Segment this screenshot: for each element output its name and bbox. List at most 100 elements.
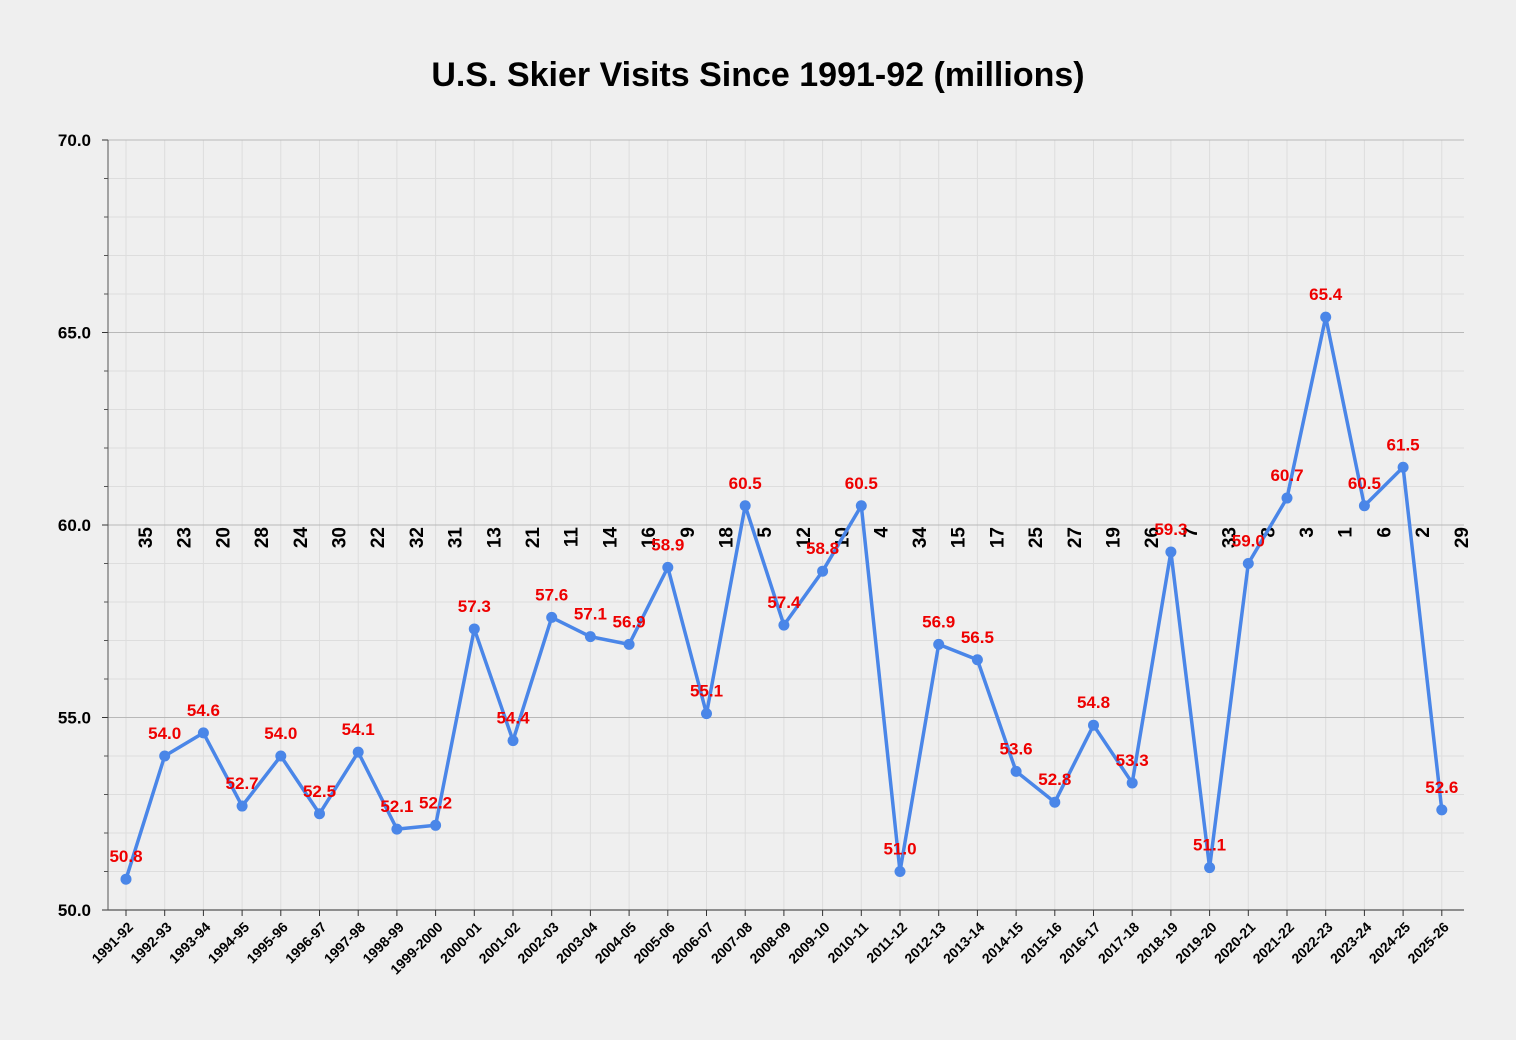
x-tick-label: 2019-20	[1172, 919, 1220, 967]
data-label: 59.3	[1154, 520, 1187, 539]
data-point	[546, 611, 558, 623]
x-tick-label: 2010-11	[824, 919, 871, 966]
x-tick-label: 2003-04	[553, 919, 601, 967]
rank-label: 18	[717, 527, 738, 548]
data-label: 52.1	[380, 797, 413, 816]
data-point	[1281, 492, 1293, 504]
y-tick-label: 50.0	[58, 901, 91, 920]
y-tick-label: 70.0	[58, 131, 91, 150]
data-label: 52.5	[303, 782, 336, 801]
data-label: 51.1	[1193, 836, 1226, 855]
x-tick-label: 1992-93	[127, 919, 175, 967]
data-point	[584, 631, 596, 643]
x-tick-label: 2025-26	[1404, 919, 1452, 967]
data-point	[1126, 777, 1138, 789]
data-label: 57.1	[574, 605, 607, 624]
rank-label: 16	[639, 527, 660, 548]
data-label: 54.0	[148, 724, 181, 743]
data-point	[159, 750, 171, 762]
x-tick-label: 1996-97	[282, 919, 330, 967]
x-tick-label: 1993-94	[166, 919, 214, 967]
x-tick-label: 2018-19	[1133, 919, 1181, 967]
x-tick-label: 2016-17	[1056, 919, 1104, 967]
data-point	[120, 873, 132, 885]
data-label: 56.5	[961, 628, 994, 647]
x-tick-label: 2005-06	[630, 919, 678, 967]
x-tick-label: 1994-95	[205, 919, 253, 967]
rank-label: 15	[949, 527, 970, 549]
chart-title: U.S. Skier Visits Since 1991-92 (million…	[431, 56, 1084, 94]
rank-label: 3	[1297, 527, 1318, 538]
x-tick-label: 1997-98	[321, 919, 369, 967]
data-label: 52.2	[419, 793, 452, 812]
data-label: 57.3	[458, 597, 491, 616]
data-point	[236, 800, 248, 812]
rank-label: 31	[446, 527, 467, 549]
x-tick-label: 2023-24	[1327, 919, 1375, 967]
data-point	[855, 500, 867, 512]
data-point	[701, 708, 712, 720]
rank-label: 24	[291, 527, 312, 549]
rank-label: 30	[330, 527, 351, 548]
rank-label: 23	[175, 527, 196, 548]
rank-label: 1	[1336, 527, 1357, 538]
data-label: 60.5	[1348, 474, 1381, 493]
data-point	[1088, 719, 1099, 731]
x-tick-label: 2008-09	[746, 919, 794, 967]
x-tick-label: 2022-23	[1288, 919, 1336, 967]
rank-label: 28	[252, 527, 273, 548]
data-label: 54.1	[342, 720, 375, 739]
data-label: 61.5	[1387, 435, 1420, 454]
rank-label: 20	[213, 527, 234, 548]
data-label: 52.7	[226, 774, 259, 793]
data-point	[197, 727, 209, 739]
rank-label: 32	[407, 527, 428, 548]
x-tick-label: 1995-96	[243, 919, 291, 967]
x-tick-label: 2012-13	[901, 919, 949, 967]
data-point	[430, 819, 442, 831]
x-tick-label: 2009-10	[785, 919, 833, 967]
x-tick-label: 2021-22	[1249, 919, 1297, 967]
rank-label: 29	[1452, 527, 1473, 548]
rank-label: 11	[562, 527, 583, 548]
data-point	[1204, 862, 1216, 874]
data-point	[894, 866, 906, 877]
rank-label: 9	[678, 527, 699, 538]
data-label: 56.9	[613, 612, 646, 631]
rank-label: 2	[1413, 527, 1434, 538]
rank-label: 19	[1104, 527, 1125, 548]
data-label: 60.7	[1270, 466, 1303, 485]
data-label: 60.5	[845, 474, 878, 493]
x-tick-label: 2020-21	[1211, 919, 1259, 967]
x-tick-label: 2024-25	[1366, 919, 1414, 967]
data-label: 52.8	[1038, 770, 1071, 789]
rank-label: 22	[368, 527, 389, 548]
data-point	[275, 750, 287, 762]
data-point	[1165, 546, 1177, 558]
rank-label: 34	[910, 527, 931, 549]
rank-label: 17	[987, 527, 1008, 548]
data-point	[1358, 500, 1370, 512]
x-tick-label: 2000-01	[437, 919, 485, 967]
rank-label: 6	[1374, 527, 1395, 538]
data-point	[1436, 804, 1448, 816]
data-label: 50.8	[109, 847, 142, 866]
rank-label: 35	[136, 527, 157, 549]
data-label: 51.0	[883, 840, 916, 859]
data-label: 59.0	[1232, 532, 1265, 551]
data-labels: 50.8 54.0 54.6 52.7 54.0 52.5 54.1 52.1 52.2 57.3…	[109, 285, 1458, 866]
x-tick-label: 2014-15	[979, 919, 1027, 967]
rank-label: 7	[1181, 527, 1202, 538]
x-tick-label: 2007-08	[708, 919, 756, 967]
data-label: 56.9	[922, 612, 955, 631]
data-point	[1049, 796, 1061, 808]
rank-label: 13	[484, 527, 505, 548]
data-point	[662, 561, 674, 573]
data-point	[623, 638, 635, 650]
data-point	[817, 565, 829, 577]
data-point	[1242, 558, 1254, 569]
data-point	[468, 623, 480, 635]
data-label: 54.4	[496, 709, 530, 728]
